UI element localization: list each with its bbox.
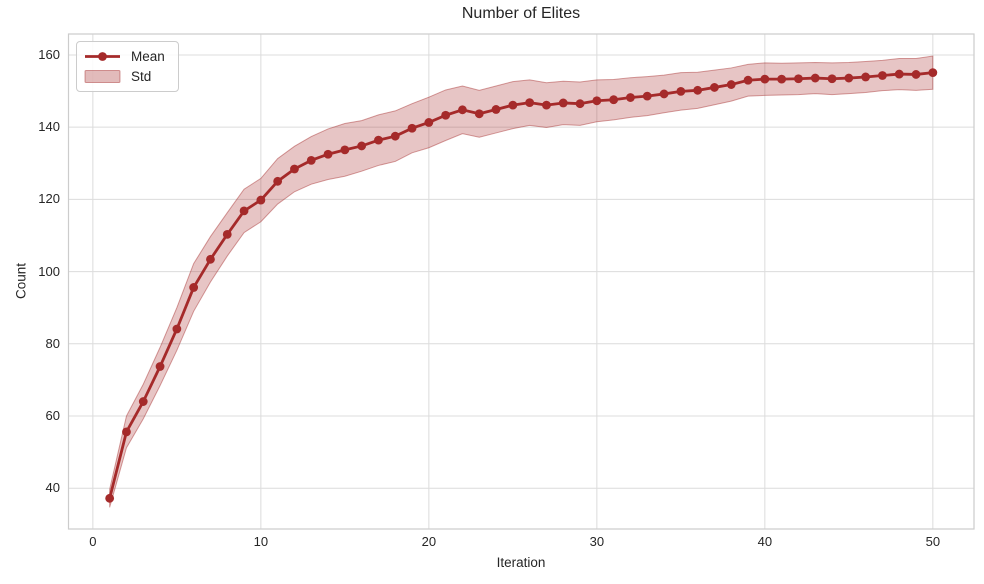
mean-marker	[206, 254, 215, 264]
mean-marker	[138, 397, 148, 406]
mean-marker	[273, 176, 283, 186]
mean-marker	[374, 135, 383, 145]
std-band-swatch-icon	[84, 69, 121, 84]
mean-marker	[357, 141, 367, 151]
mean-marker	[222, 229, 232, 239]
x-tick-label: 50	[925, 534, 941, 549]
legend-label-mean: Mean	[131, 49, 165, 64]
mean-line	[108, 71, 933, 499]
mean-marker	[491, 105, 501, 114]
mean-marker	[441, 110, 451, 120]
legend-label-std: Std	[131, 69, 152, 84]
mean-marker	[626, 93, 635, 102]
y-tick-label: 140	[38, 119, 60, 135]
mean-marker	[777, 74, 787, 84]
mean-marker	[542, 100, 551, 110]
mean-marker	[844, 73, 854, 83]
mean-marker	[306, 155, 316, 165]
mean-marker	[827, 74, 837, 84]
mean-marker	[290, 164, 299, 174]
mean-marker	[239, 206, 249, 216]
mean-marker	[928, 68, 938, 78]
y-tick-label: 80	[45, 335, 60, 351]
mean-marker	[878, 71, 887, 80]
axes-spines	[67, 33, 975, 530]
y-tick-label: 40	[45, 480, 60, 496]
chart-title: Number of Elites	[461, 5, 581, 22]
mean-marker	[676, 87, 686, 96]
mean-marker	[609, 95, 619, 105]
legend: Mean Std	[76, 41, 179, 92]
mean-marker	[508, 100, 518, 110]
mean-marker	[642, 91, 652, 101]
x-tick-label: 10	[253, 534, 269, 549]
y-tick-label: 100	[38, 263, 60, 279]
mean-marker	[861, 72, 871, 82]
mean-marker	[390, 131, 400, 141]
mean-marker	[659, 89, 669, 99]
mean-marker	[525, 98, 535, 107]
mean-marker	[810, 73, 820, 83]
mean-marker	[424, 118, 434, 127]
mean-marker	[760, 74, 770, 84]
mean-marker	[592, 96, 602, 106]
mean-marker	[794, 74, 803, 84]
mean-marker	[189, 283, 199, 292]
mean-marker	[558, 98, 568, 108]
mean-marker	[458, 105, 467, 115]
mean-marker	[105, 493, 115, 503]
x-axis-label: Iteration	[496, 555, 546, 570]
mean-marker	[726, 80, 736, 89]
y-tick-label: 160	[38, 46, 60, 62]
std-band	[109, 55, 934, 508]
mean-marker	[710, 83, 719, 92]
mean-marker	[575, 99, 585, 109]
x-tick-label: 40	[757, 534, 773, 549]
mean-marker	[340, 145, 350, 155]
legend-item-mean: Mean	[84, 47, 170, 66]
mean-marker	[155, 362, 165, 371]
x-tick-label: 30	[589, 534, 605, 549]
mean-marker	[894, 69, 904, 79]
mean-line-swatch-icon	[84, 49, 121, 64]
legend-item-std: Std	[84, 67, 170, 86]
mean-marker	[911, 70, 921, 79]
x-tick-label: 20	[421, 534, 437, 549]
mean-marker	[407, 123, 417, 133]
y-tick-label: 60	[45, 407, 60, 423]
mean-marker	[323, 149, 333, 159]
x-tick-label: 0	[89, 534, 97, 549]
mean-marker	[256, 195, 266, 205]
mean-marker	[693, 85, 703, 95]
mean-marker	[122, 427, 131, 437]
mean-marker	[474, 109, 484, 119]
mean-marker	[172, 324, 182, 334]
mean-marker	[743, 75, 753, 85]
y-tick-label: 120	[38, 191, 60, 207]
